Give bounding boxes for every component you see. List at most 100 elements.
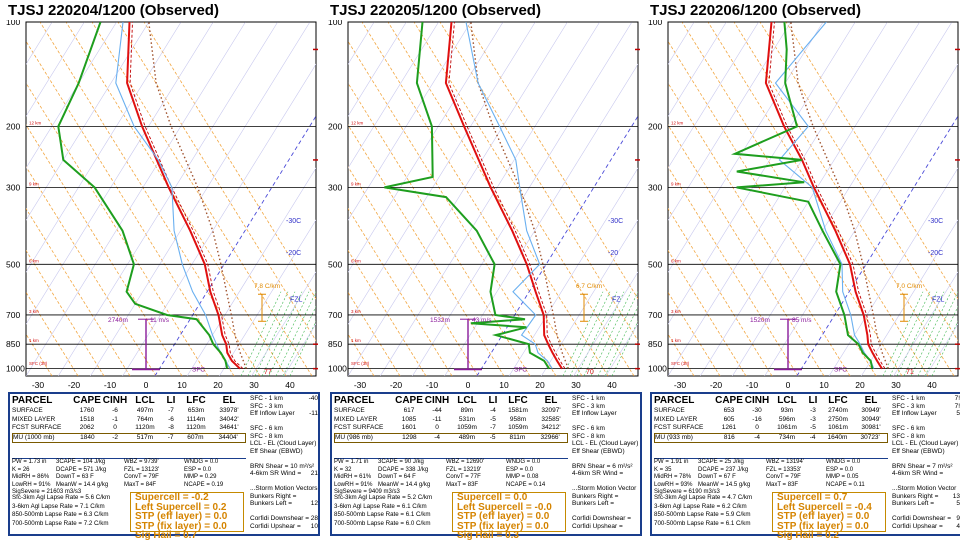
parcel-row: MIXED LAYER 605 -16 596m -3 2750m 30949' xyxy=(654,416,888,425)
kinematic-row: Eff Shear (EBWD) xyxy=(572,448,640,456)
parcel-cell: 32585' xyxy=(541,415,561,423)
index-cell: DownT = 64 F xyxy=(378,474,416,480)
parcel-cell: 1120m xyxy=(186,424,206,431)
index-cell: ConvT = 77F xyxy=(446,474,481,480)
index-cell: WBZ = 9739' xyxy=(124,459,159,465)
y-tick-label: 500 xyxy=(328,259,342,269)
kinematic-row: ...Storm Motion Vector xyxy=(572,485,640,493)
surface-temperature-label: 70 xyxy=(586,369,594,376)
temperature-profile xyxy=(126,22,241,370)
kinematic-label: Bunkers Right = xyxy=(572,492,619,500)
kinematic-label: SFC - 8 km xyxy=(572,432,605,440)
kinematic-value: 4 xyxy=(956,522,960,530)
index-cell: FZL = 13353' xyxy=(766,466,802,473)
parcel-cell: 34212' xyxy=(541,424,561,431)
x-tick-label: 40 xyxy=(285,380,295,390)
kinematic-row: Eff Inflow Layer 5 xyxy=(892,410,960,418)
x-tick-label: 0 xyxy=(144,380,149,390)
index-row: PW = 1.71 in 3CAPE = 90 J/kg WBZ = 12690' W… xyxy=(334,459,568,467)
lapse-rate-annotation: 7.0 C/km xyxy=(896,283,922,290)
kinematic-label: BRN Shear = 10 m²/s² xyxy=(250,462,315,470)
dewpoint-profile xyxy=(384,22,550,370)
kinematic-row: SFC - 8 km xyxy=(572,433,640,441)
index-cell: MaxT = 84F xyxy=(124,481,157,488)
parcel-cell: 30949' xyxy=(861,407,881,414)
parcel-cell: 653 xyxy=(723,407,735,414)
parcel-cell: -3 xyxy=(810,407,816,414)
lapse-rate-row: 3-6km Agl Lapse Rate = 6.2 C/km xyxy=(654,502,747,510)
y-tick-label: 700 xyxy=(328,310,342,320)
kinematic-label: SFC - 1 km xyxy=(250,395,283,402)
index-cell: SigSevere = 9409 m3/s3 xyxy=(334,489,400,495)
index-row: PW = 1.73 in 3CAPE = 104 J/kg WBZ = 9739' W… xyxy=(12,459,246,467)
index-cell: K = 35 xyxy=(654,466,672,473)
parcel-cell: 34404' xyxy=(218,433,238,441)
parcel-cell: 653m xyxy=(187,407,205,414)
index-row: K = 35 DCAPE = 237 J/kg FZL = 13353' ESP = … xyxy=(654,467,888,475)
kinematic-row xyxy=(250,455,318,463)
parcel-cell: MU (986 mb) xyxy=(335,433,373,441)
parcel-cell: 1518 xyxy=(79,415,95,423)
parcel-cell: SURFACE xyxy=(654,407,685,414)
parcel-cell: 1640m xyxy=(827,433,848,441)
kinematic-label: Corfidi Downshear = xyxy=(892,515,952,522)
parcel-cell: -5 xyxy=(489,433,496,441)
parcel-cell: -30 xyxy=(752,407,762,414)
header-cell: LCL xyxy=(135,395,155,406)
index-row: LowRH = 91% MeanW = 14.4 g/kg MaxT = 84F NC… xyxy=(12,482,246,490)
parcel-cell: -16 xyxy=(752,415,762,423)
kinematic-row: Corfidi Downshear = 28 xyxy=(250,515,318,523)
kinematic-row: Eff Shear (EBWD) xyxy=(250,448,318,456)
kinematic-value: 12 xyxy=(310,500,318,507)
severe-parameter: STP (eff layer) = 0.0 xyxy=(135,511,228,523)
virtual-temperature-profile xyxy=(768,22,886,369)
lapse-rate-row: 850-500mb Lapse Rate = 6.1 C/km xyxy=(334,511,431,518)
kinematic-row: Eff Inflow Layer xyxy=(572,410,640,418)
height-marker: 9 km xyxy=(29,181,39,186)
y-tick-label: 700 xyxy=(648,310,662,320)
height-marker: 16 km xyxy=(29,20,42,21)
kinematic-row: 4-6km SR Wind = 21 xyxy=(250,470,318,478)
index-cell: K = 26 xyxy=(12,466,30,473)
parcel-cell: 1120m xyxy=(135,424,155,431)
kinematic-row: 4-6km SR Wind = xyxy=(572,470,640,478)
y-tick-label: 1000 xyxy=(328,364,347,374)
index-row: MidRH = 61% DownT = 64 F ConvT = 77F MMP = … xyxy=(334,474,568,482)
parcel-cell: 30981' xyxy=(861,424,881,431)
parcel-cell: 734m xyxy=(778,433,795,441)
x-tick-label: -20 xyxy=(68,380,81,390)
kinematic-row: 4-6km SR Wind = xyxy=(892,470,960,478)
wetbulb-profile xyxy=(465,22,553,369)
x-tick-label: 40 xyxy=(927,380,937,390)
y-tick-label: 200 xyxy=(6,121,20,131)
parcel-cell: -2 xyxy=(112,433,119,441)
header-cell: CAPE xyxy=(715,395,743,406)
lapse-rates: Sfc-3km Agl Lapse Rate = 5.2 C/km 3-6km A… xyxy=(334,494,446,528)
parcel-cell: -11 xyxy=(432,415,442,423)
parcel-header-row: PARCEL CAPE CINH LCL LI LFC EL xyxy=(654,395,888,407)
parcel-header-row: PARCEL CAPE CINH LCL LI LFC EL xyxy=(334,395,568,407)
x-tick-label: 0 xyxy=(786,380,791,390)
height-marker: 3 km xyxy=(29,309,39,314)
parcel-cell: -7 xyxy=(168,407,174,414)
kinematic-row xyxy=(892,508,960,516)
parcel-cell: FCST SURFACE xyxy=(334,424,384,431)
sounding-panel: TJSJ 220205/1200 (Observed) 100 200 300 500 7… xyxy=(326,0,644,541)
x-tick-label: 30 xyxy=(249,380,259,390)
parcel-cell: 1840 xyxy=(80,433,95,441)
kinematic-row: BRN Shear = 10 m²/s² xyxy=(250,463,318,471)
parcel-cell: -4 xyxy=(490,407,496,414)
kinematic-row: BRN Shear = 6 m²/s² xyxy=(572,463,640,471)
x-tick-label: 10 xyxy=(177,380,187,390)
index-row: LowRH = 91% MeanW = 14.4 g/kg MaxT = 83F NC… xyxy=(334,482,568,490)
header-cell: LI xyxy=(808,395,818,406)
header-cell: CINH xyxy=(102,395,128,406)
parcel-cell: -4 xyxy=(434,433,441,441)
kinematic-label: SFC - 8 km xyxy=(892,432,925,440)
header-cell: EL xyxy=(222,395,236,406)
parcel-table: PARCEL CAPE CINH LCL LI LFC EL SURFACE 1760 -6 497… xyxy=(12,395,246,443)
index-cell: MeanW = 14.5 g/kg xyxy=(698,481,751,488)
kinematic-row: Bunkers Left = xyxy=(572,500,640,508)
kinematic-row: Corfidi Downshear = 9 xyxy=(892,515,960,523)
parcel-cell: -4 xyxy=(809,433,816,441)
